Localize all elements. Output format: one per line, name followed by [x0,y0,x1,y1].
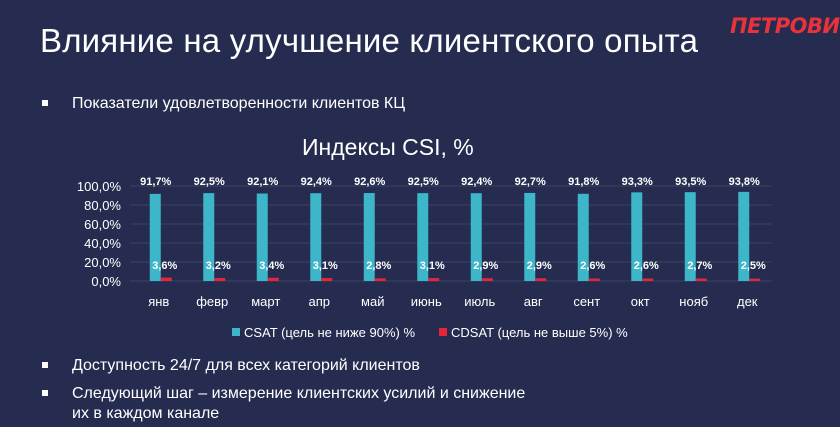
csat-data-label: 93,5% [675,176,706,188]
cdsat-data-label: 3,4% [259,260,284,272]
bullet-text: Доступность 24/7 для всех категорий клие… [72,357,420,374]
y-tick-label: 0,0% [91,274,121,289]
cdsat-data-label: 3,6% [152,260,177,272]
csat-bar [149,193,161,281]
x-category-label: май [361,294,384,309]
cdsat-data-label: 2,9% [527,260,552,272]
bullet-marker [42,390,48,396]
y-tick-label: 40,0% [84,236,121,251]
cdsat-bar [374,278,386,281]
cdsat-data-label: 3,2% [206,260,231,272]
x-category-label: февр [196,294,228,309]
csat-bar [203,193,215,281]
cdsat-data-label: 2,7% [687,260,712,272]
csat-bar [577,193,589,281]
csat-bar [417,193,429,281]
x-category-label: авг [524,294,543,309]
cdsat-bar [214,277,226,281]
csat-data-label: 93,3% [622,176,653,188]
cdsat-bar [695,278,707,281]
slide-title: Влияние на улучшение клиентского опыта [40,22,699,59]
csat-bar [631,192,643,281]
legend-csat-swatch [232,328,240,336]
y-tick-label: 60,0% [84,217,121,232]
legend-cdsat-swatch [439,328,447,336]
cdsat-data-label: 3,1% [420,260,445,272]
csat-data-label: 92,7% [515,176,546,188]
x-category-label: сент [573,294,600,309]
legend-cdsat-label: CDSAT (цель не выше 5%) % [451,325,628,340]
cdsat-bar [749,278,761,281]
y-tick-label: 100,0% [77,179,122,194]
cdsat-data-label: 3,1% [313,260,338,272]
y-tick-label: 80,0% [84,198,121,213]
csat-data-label: 92,4% [461,176,492,188]
csat-data-label: 92,5% [194,176,225,188]
cdsat-data-label: 2,9% [473,260,498,272]
y-tick-label: 20,0% [84,255,121,270]
cdsat-bar [267,277,279,281]
chart-title: Индексы CSI, % [302,134,474,160]
csat-bar [310,193,322,281]
x-category-label: апр [309,294,331,309]
csat-bar [470,193,482,281]
csat-data-label: 92,5% [408,176,439,188]
bullet-marker [42,100,48,106]
x-category-label: янв [148,294,169,309]
cdsat-data-label: 2,5% [741,260,766,272]
cdsat-bar [160,277,172,281]
bullet-marker [42,362,48,368]
csat-bar [524,192,536,281]
cdsat-bar [535,278,547,281]
cdsat-bar [321,278,333,281]
x-category-label: июнь [411,294,442,309]
csat-data-label: 92,1% [247,176,278,188]
cdsat-data-label: 2,6% [634,260,659,272]
csat-data-label: 91,8% [568,176,599,188]
cdsat-bar [481,278,493,281]
cdsat-bar [588,278,600,281]
cdsat-bar [428,278,440,281]
petrovich-logo: ПЕТРОВИЧ [730,14,840,38]
x-category-label: дек [737,294,758,309]
x-category-label: нояб [679,294,708,309]
cdsat-bar [642,278,654,281]
csat-data-label: 92,4% [301,176,332,188]
csat-bar [256,193,268,281]
csat-data-label: 92,6% [354,176,385,188]
cdsat-data-label: 2,6% [580,260,605,272]
csat-bar [738,191,750,281]
bullet-text: Следующий шаг – измерение клиентских уси… [72,385,526,422]
csat-bar [363,193,375,281]
x-category-label: окт [631,294,650,309]
legend-csat-label: CSAT (цель не ниже 90%) % [244,325,415,340]
cdsat-data-label: 2,8% [366,260,391,272]
bullet-text: Показатели удовлетворенности клиентов КЦ [72,95,406,112]
csat-bar [684,192,696,281]
x-category-label: июль [464,294,495,309]
x-category-label: март [251,294,280,309]
csat-data-label: 93,8% [729,176,760,188]
csat-data-label: 91,7% [140,176,171,188]
